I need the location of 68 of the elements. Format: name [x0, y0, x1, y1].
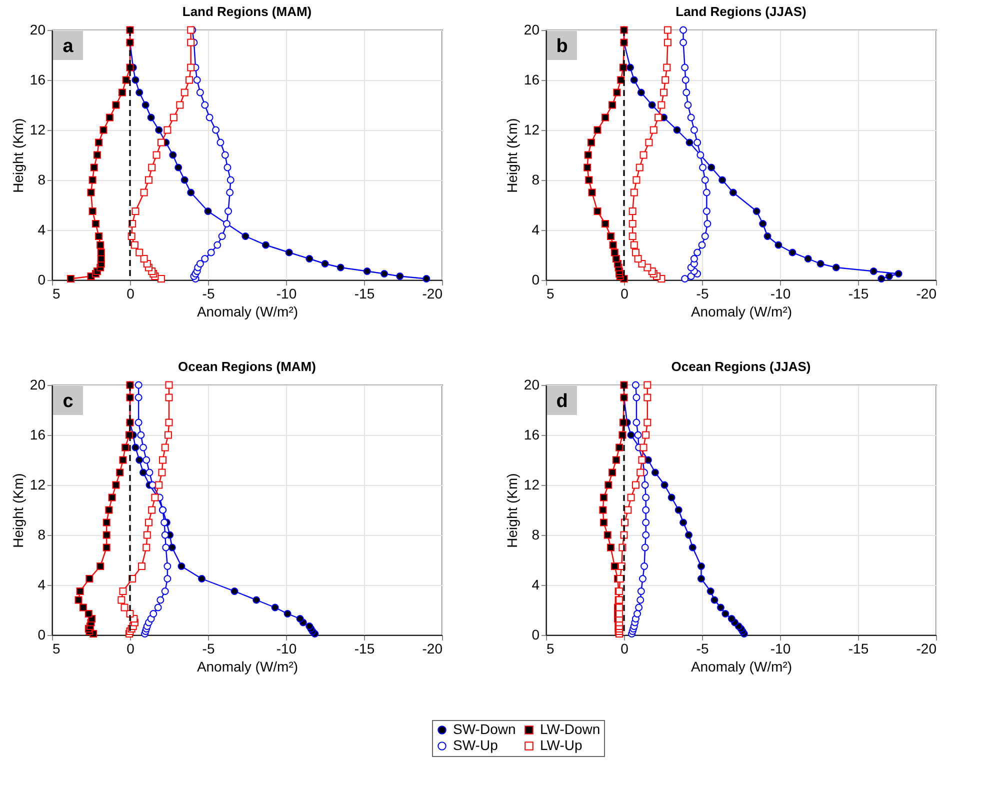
chart-title: Ocean Regions (MAM) — [178, 359, 316, 374]
chart-title: Land Regions (MAM) — [182, 4, 312, 19]
chart-title: Ocean Regions (JJAS) — [671, 359, 811, 374]
y-tick-label: 20 — [524, 376, 540, 392]
y-tick-label: 4 — [38, 222, 46, 238]
legend-label: LW-Down — [540, 721, 600, 737]
y-tick-label: 8 — [38, 526, 46, 542]
y-tick-label: 4 — [532, 576, 540, 592]
x-tick-label: -5 — [202, 286, 215, 302]
y-tick-label: 12 — [524, 476, 540, 492]
annotation: c — [62, 391, 74, 412]
y-tick-label: 12 — [30, 476, 46, 492]
y-tick-label: 16 — [30, 426, 46, 442]
x-tick-label: -20 — [916, 640, 937, 656]
x-tick-label: -10 — [770, 640, 791, 656]
y-tick-label: 8 — [38, 172, 46, 188]
x-tick-label: 5 — [546, 286, 554, 302]
y-axis-title: Height (Km) — [10, 473, 26, 548]
x-tick-label: 0 — [126, 286, 135, 302]
y-tick-label: 4 — [532, 222, 540, 238]
y-tick-label: 20 — [30, 22, 46, 38]
x-tick-label: 0 — [126, 640, 135, 656]
y-tick-label: 8 — [532, 526, 540, 542]
y-tick-label: 20 — [30, 376, 46, 392]
x-tick-label: -5 — [696, 640, 709, 656]
x-tick-label: -10 — [276, 286, 297, 302]
y-tick-label: 12 — [30, 122, 46, 138]
y-tick-label: 8 — [532, 172, 540, 188]
x-tick-label: 5 — [546, 640, 554, 656]
x-tick-label: -15 — [354, 286, 375, 302]
x-tick-label: -20 — [916, 286, 937, 302]
x-tick-label: -15 — [848, 286, 869, 302]
x-tick-label: -5 — [696, 286, 709, 302]
y-tick-label: 12 — [524, 122, 540, 138]
x-tick-label: -15 — [848, 640, 869, 656]
x-tick-label: 5 — [52, 286, 60, 302]
y-axis-title: Height (Km) — [504, 473, 520, 548]
y-tick-label: 16 — [524, 426, 540, 442]
x-tick-label: -10 — [276, 640, 297, 656]
y-tick-label: 20 — [524, 22, 540, 38]
x-tick-label: 0 — [620, 640, 629, 656]
legend-label: SW-Up — [453, 737, 498, 753]
y-tick-label: 0 — [532, 272, 540, 288]
x-tick-label: -20 — [422, 286, 443, 302]
x-axis-title: Anomaly (W/m²) — [196, 304, 298, 320]
y-axis-title: Height (Km) — [504, 118, 520, 193]
y-tick-label: 0 — [38, 272, 46, 288]
x-tick-label: -15 — [354, 640, 375, 656]
x-tick-label: -5 — [202, 640, 215, 656]
y-tick-label: 0 — [38, 626, 46, 642]
y-tick-label: 0 — [532, 626, 540, 642]
annotation: b — [556, 36, 568, 57]
x-tick-label: 5 — [52, 640, 60, 656]
legend-label: SW-Down — [453, 721, 516, 737]
annotation: d — [556, 391, 568, 412]
y-tick-label: 16 — [524, 72, 540, 88]
x-axis-title: Anomaly (W/m²) — [690, 304, 792, 320]
y-tick-label: 16 — [30, 72, 46, 88]
legend-label: LW-Up — [540, 737, 582, 753]
annotation: a — [62, 36, 74, 57]
x-axis-title: Anomaly (W/m²) — [690, 658, 792, 674]
y-tick-label: 4 — [38, 576, 46, 592]
y-axis-title: Height (Km) — [10, 118, 26, 193]
x-axis-title: Anomaly (W/m²) — [196, 658, 298, 674]
x-tick-label: -10 — [770, 286, 791, 302]
x-tick-label: 0 — [620, 286, 629, 302]
x-tick-label: -20 — [422, 640, 443, 656]
chart-title: Land Regions (JJAS) — [676, 4, 806, 19]
